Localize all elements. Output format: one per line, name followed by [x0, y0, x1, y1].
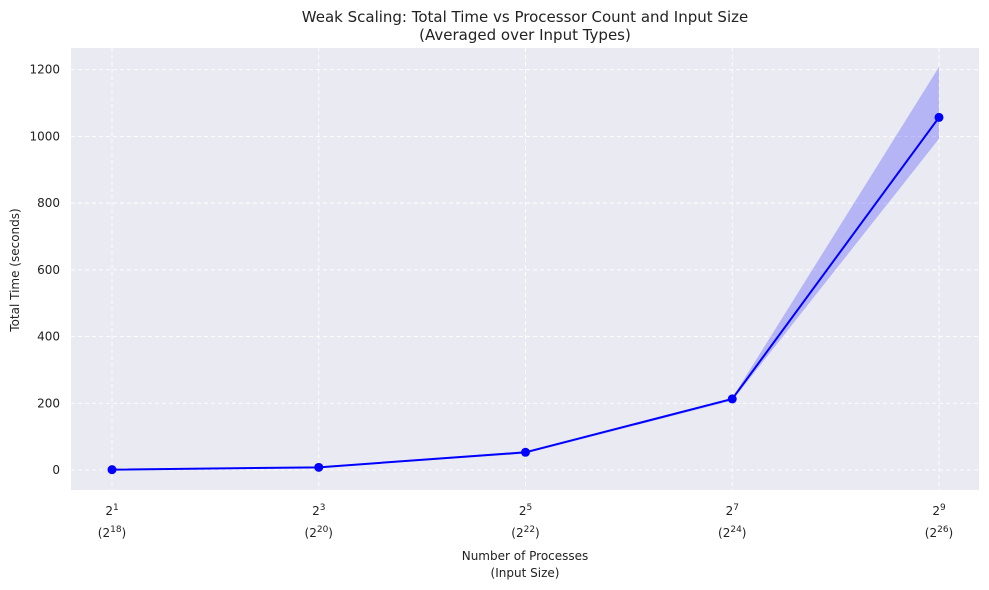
y-tick-label: 200 [37, 396, 60, 410]
x-tick-label-processes: 21 [105, 503, 118, 518]
y-axis-label: Total Time (seconds) [8, 208, 22, 332]
y-tick-label: 600 [37, 263, 60, 277]
x-axis-label-line1: Number of Processes [462, 549, 589, 563]
y-tick-label: 1000 [29, 129, 60, 143]
y-tick-label: 800 [37, 196, 60, 210]
y-tick-label: 1200 [29, 63, 60, 77]
x-axis-label-line2: (Input Size) [491, 566, 560, 580]
chart-title-line1: Weak Scaling: Total Time vs Processor Co… [302, 8, 748, 26]
chart-title-line2: (Averaged over Input Types) [419, 26, 631, 44]
x-tick-label-processes: 25 [519, 503, 532, 518]
x-tick-labels: 21 (218) 23 (220) 25 (222) 27 (224) 29 (226) [98, 503, 953, 540]
data-point [934, 112, 944, 122]
data-point [727, 394, 737, 404]
x-tick-label-processes: 23 [312, 503, 325, 518]
data-point [314, 462, 324, 472]
x-tick-label-input-size: (222) [511, 525, 539, 540]
data-point [521, 447, 530, 457]
y-tick-labels: 0 200 400 600 800 1000 1200 [29, 63, 60, 477]
y-tick-label: 0 [52, 463, 60, 477]
plot-area [71, 48, 979, 490]
x-tick-label-input-size: (224) [718, 525, 746, 540]
x-tick-label-input-size: (226) [925, 525, 953, 540]
x-tick-label-processes: 29 [932, 503, 946, 518]
x-tick-label-input-size: (220) [305, 525, 333, 540]
data-points [107, 112, 944, 475]
x-tick-label-input-size: (218) [98, 525, 126, 540]
y-tick-label: 400 [37, 330, 60, 344]
data-point [107, 465, 117, 475]
x-tick-label-processes: 27 [726, 503, 739, 518]
